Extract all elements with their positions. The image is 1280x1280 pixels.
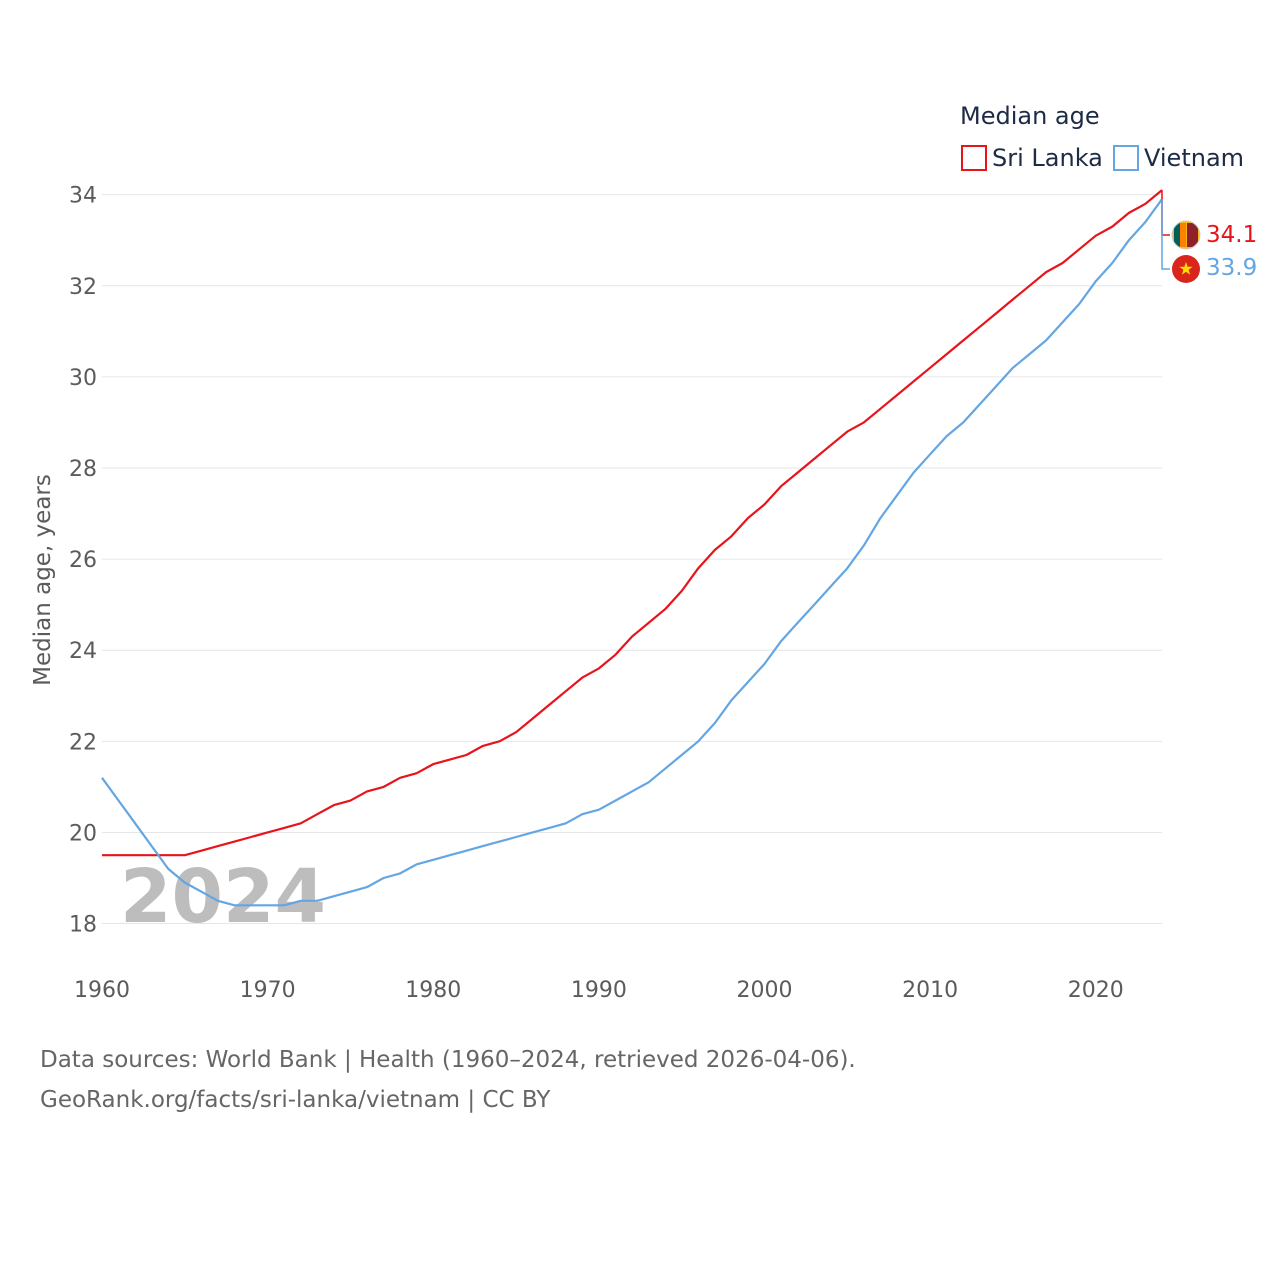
y-tick-label-30: 30 [69, 366, 97, 391]
end-value-sri-lanka: 34.1 [1206, 222, 1257, 248]
y-axis: 18 20 22 24 26 28 30 32 34 [69, 184, 97, 938]
end-labels: 34.1 33.9 [1161, 190, 1257, 283]
legend-title: Median age [960, 102, 1100, 130]
vietnam-flag-icon [1172, 255, 1200, 283]
x-tick-label-1980: 1980 [405, 978, 461, 1003]
legend-label-sri-lanka: Sri Lanka [992, 144, 1103, 172]
y-tick-label-32: 32 [69, 275, 97, 300]
y-tick-label-20: 20 [69, 821, 97, 846]
leader-line-sri-lanka [1161, 190, 1170, 236]
current-year-watermark: 2024 [120, 854, 326, 940]
leader-line-vietnam [1161, 199, 1170, 270]
legend-label-vietnam: Vietnam [1144, 144, 1244, 172]
x-tick-label-2010: 2010 [902, 978, 958, 1003]
y-tick-label-18: 18 [69, 913, 97, 938]
credit-text: GeoRank.org/facts/sri-lanka/vietnam | CC… [40, 1087, 551, 1113]
end-value-vietnam: 33.9 [1206, 255, 1257, 281]
legend-swatch-vietnam [1113, 145, 1139, 171]
series-lines [101, 189, 1163, 907]
footer: Data sources: World Bank | Health (1960–… [40, 1040, 856, 1120]
y-tick-label-26: 26 [69, 548, 97, 573]
series-line-vietnam [101, 198, 1163, 907]
data-sources-text: Data sources: World Bank | Health (1960–… [40, 1047, 856, 1073]
legend-item-sri-lanka[interactable]: Sri Lanka [961, 144, 1103, 172]
y-tick-label-34: 34 [69, 184, 97, 209]
y-tick-label-24: 24 [69, 639, 97, 664]
x-tick-label-1970: 1970 [240, 978, 296, 1003]
y-tick-label-28: 28 [69, 457, 97, 482]
series-line-sri-lanka [102, 189, 1163, 857]
legend: Median age Sri Lanka Vietnam [960, 102, 1244, 172]
y-axis-title: Median age, years [30, 474, 56, 686]
gridlines [102, 194, 1162, 925]
legend-item-vietnam[interactable]: Vietnam [1113, 144, 1244, 172]
x-tick-label-1990: 1990 [571, 978, 627, 1003]
x-tick-label-2000: 2000 [737, 978, 793, 1003]
x-axis: 1960 1970 1980 1990 2000 2010 2020 [74, 978, 1124, 1003]
y-tick-label-22: 22 [69, 730, 97, 755]
legend-swatch-sri-lanka [961, 145, 987, 171]
x-tick-label-2020: 2020 [1068, 978, 1124, 1003]
sri-lanka-flag-icon [1171, 220, 1201, 250]
x-tick-label-1960: 1960 [74, 978, 130, 1003]
